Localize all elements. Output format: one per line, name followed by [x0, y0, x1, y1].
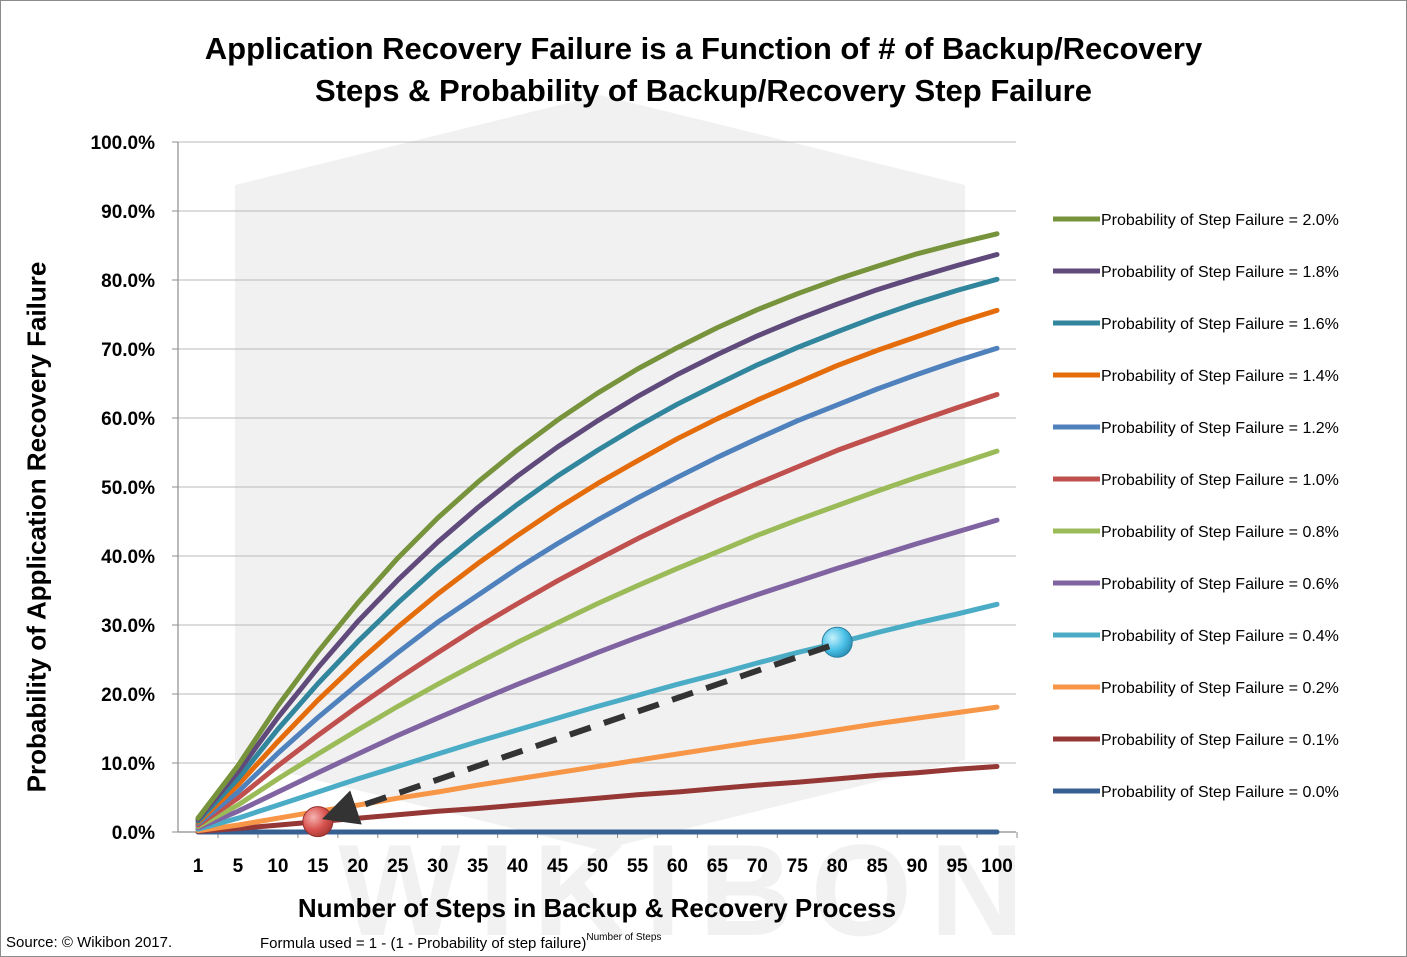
x-tick-label-18: 90	[907, 856, 928, 877]
chart-title-line-1: Application Recovery Failure is a Functi…	[204, 31, 1203, 66]
series-line-1-2	[195, 345, 1000, 827]
x-tick-labels: 1 5 10 15 20 25 30 35 40 45 50 55 60 65 70 75 80 85 90 95 10…	[193, 832, 1018, 877]
series-line-1-0	[195, 392, 1000, 828]
x-tick-label-8: 40	[507, 856, 528, 877]
x-tick-label-14: 70	[747, 856, 768, 877]
formula-superscript: Number of Steps	[586, 932, 662, 943]
x-axis-title: Number of Steps in Backup & Recovery Pro…	[297, 893, 897, 923]
legend-item-1-2: Probability of Step Failure = 1.2%	[1053, 420, 1339, 437]
x-tick-label-12: 60	[667, 856, 688, 877]
series-line-1-8	[195, 252, 1000, 823]
y-tick-label-1: 10.0%	[101, 754, 155, 775]
y-tick-label-7: 70.0%	[101, 340, 155, 361]
legend-item-1-0: Probability of Step Failure = 1.0%	[1053, 472, 1339, 489]
gridlines	[172, 141, 1016, 833]
annotation-arrow-markers	[302, 626, 853, 838]
start-marker-red	[302, 806, 334, 838]
legend-label-1-6: Probability of Step Failure = 1.6%	[1101, 316, 1339, 333]
y-tick-labels: 0.0% 10.0% 20.0% 30.0% 40.0% 50.0% 60.0% 70.0% 8…	[91, 133, 156, 844]
end-marker-blue	[821, 626, 853, 658]
source-note: Source: © Wikibon 2017.	[6, 934, 173, 951]
legend-label-0-2: Probability of Step Failure = 0.2%	[1101, 680, 1339, 697]
x-tick-label-15: 75	[787, 856, 809, 877]
x-tick-label-7: 35	[467, 856, 489, 877]
x-tick-label-19: 95	[946, 856, 968, 877]
y-axis-title: Probability of Application Recovery Fail…	[21, 261, 52, 793]
x-tick-label-20: 100	[981, 856, 1013, 877]
x-tick-label-0: 1	[193, 856, 204, 877]
series-line-0-8	[195, 448, 1000, 829]
series-line-1-4	[195, 307, 1000, 825]
wikibon-watermark: WIKIBON	[235, 95, 1042, 957]
legend-label-1-8: Probability of Step Failure = 1.8%	[1101, 264, 1339, 281]
legend-item-2-0: Probability of Step Failure = 2.0%	[1053, 212, 1339, 229]
legend-item-0-2: Probability of Step Failure = 0.2%	[1053, 680, 1339, 697]
watermark-text: WIKIBON	[338, 817, 1042, 957]
legend-label-1-4: Probability of Step Failure = 1.4%	[1101, 368, 1339, 385]
x-tick-label-6: 30	[427, 856, 448, 877]
series-line-1-6	[195, 276, 1000, 824]
dashed-arrow	[321, 643, 831, 825]
x-tick-label-10: 50	[587, 856, 608, 877]
series-line-0-6	[195, 517, 1000, 831]
x-tick-label-4: 20	[347, 856, 368, 877]
x-tick-label-2: 10	[267, 856, 288, 877]
legend-label-0-8: Probability of Step Failure = 0.8%	[1101, 524, 1339, 541]
series-line-2-0	[195, 231, 1000, 821]
formula-note: Formula used = 1 - (1 - Probability of s…	[260, 932, 661, 952]
formula-text: Formula used = 1 - (1 - Probability of s…	[260, 935, 587, 952]
legend: Probability of Step Failure = 2.0% Probab…	[1053, 212, 1339, 801]
legend-label-0-4: Probability of Step Failure = 0.4%	[1101, 628, 1339, 645]
series-line-0-4	[195, 601, 1000, 832]
legend-label-2-0: Probability of Step Failure = 2.0%	[1101, 212, 1339, 229]
legend-label-0-0: Probability of Step Failure = 0.0%	[1101, 784, 1339, 801]
y-tick-label-0: 0.0%	[112, 823, 155, 844]
y-tick-label-6: 60.0%	[101, 409, 155, 430]
x-tick-label-5: 25	[387, 856, 409, 877]
x-tick-label-9: 45	[547, 856, 569, 877]
y-tick-label-3: 30.0%	[101, 616, 155, 637]
legend-label-1-0: Probability of Step Failure = 1.0%	[1101, 472, 1339, 489]
series-lines	[195, 231, 1000, 835]
chart-title: Application Recovery Failure is a Functi…	[0, 28, 1407, 112]
x-tick-label-1: 5	[233, 856, 244, 877]
x-tick-label-13: 65	[707, 856, 729, 877]
legend-item-0-8: Probability of Step Failure = 0.8%	[1053, 524, 1339, 541]
y-tick-label-4: 40.0%	[101, 547, 155, 568]
legend-item-1-8: Probability of Step Failure = 1.8%	[1053, 264, 1339, 281]
legend-label-0-6: Probability of Step Failure = 0.6%	[1101, 576, 1339, 593]
legend-label-0-1: Probability of Step Failure = 0.1%	[1101, 732, 1339, 749]
x-tick-label-17: 85	[867, 856, 889, 877]
y-tick-label-10: 100.0%	[91, 133, 156, 154]
chart-title-line-2: Steps & Probability of Backup/Recovery S…	[315, 73, 1092, 108]
legend-item-1-4: Probability of Step Failure = 1.4%	[1053, 368, 1339, 385]
legend-item-0-1: Probability of Step Failure = 0.1%	[1053, 732, 1339, 749]
legend-item-1-6: Probability of Step Failure = 1.6%	[1053, 316, 1339, 333]
legend-item-0-4: Probability of Step Failure = 0.4%	[1053, 628, 1339, 645]
y-tick-label-8: 80.0%	[101, 271, 155, 292]
legend-label-1-2: Probability of Step Failure = 1.2%	[1101, 420, 1339, 437]
x-tick-label-11: 55	[627, 856, 649, 877]
y-tick-label-9: 90.0%	[101, 202, 155, 223]
legend-item-0-0: Probability of Step Failure = 0.0%	[1053, 784, 1339, 801]
y-tick-label-5: 50.0%	[101, 478, 155, 499]
x-tick-label-16: 80	[827, 856, 848, 877]
y-tick-label-2: 20.0%	[101, 685, 155, 706]
legend-item-0-6: Probability of Step Failure = 0.6%	[1053, 576, 1339, 593]
x-tick-label-3: 15	[307, 856, 329, 877]
